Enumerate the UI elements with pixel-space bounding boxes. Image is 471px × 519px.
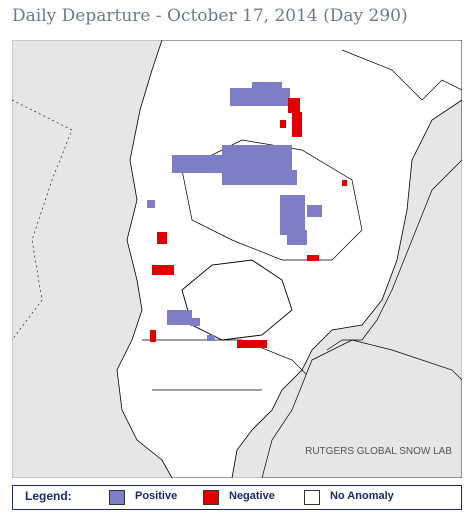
snow-map: RUTGERS GLOBAL SNOW LAB bbox=[12, 40, 462, 478]
negative-patches bbox=[150, 98, 347, 348]
legend-swatch bbox=[109, 490, 125, 505]
islands bbox=[12, 99, 73, 341]
legend-swatch bbox=[203, 490, 219, 505]
atlantic bbox=[261, 339, 462, 478]
arctic-coast bbox=[181, 259, 293, 341]
legend-swatch bbox=[304, 490, 320, 505]
legend: Legend: Positive Negative No Anomaly bbox=[12, 485, 462, 510]
legend-label: Legend: bbox=[25, 489, 72, 503]
positive-patches bbox=[147, 82, 322, 341]
legend-item: Positive bbox=[135, 490, 178, 502]
border bbox=[142, 339, 313, 391]
credit: RUTGERS GLOBAL SNOW LAB bbox=[305, 446, 452, 457]
border bbox=[326, 49, 462, 351]
title: Daily Departure - October 17, 2014 (Day … bbox=[12, 6, 408, 26]
legend-item: Negative bbox=[229, 490, 275, 502]
land bbox=[116, 40, 462, 478]
legend-item: No Anomaly bbox=[330, 490, 394, 502]
